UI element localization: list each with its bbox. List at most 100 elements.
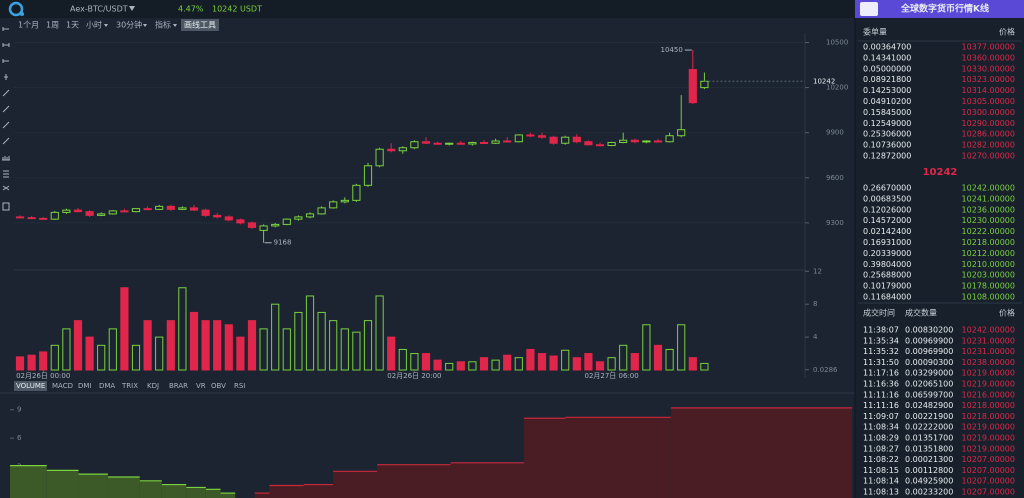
tool-channel[interactable]: [3, 170, 9, 178]
candle-body: [445, 142, 454, 145]
candle-body: [387, 148, 396, 152]
tool-segment[interactable]: [2, 43, 10, 47]
volume-bar: [375, 295, 384, 371]
candle-body: [421, 141, 431, 144]
banner[interactable]: [855, 0, 1024, 18]
bid-price: 10222.00000: [962, 227, 1015, 236]
indicator-tab[interactable]: DMI: [78, 382, 92, 390]
period-month[interactable]: 1个月: [18, 21, 39, 30]
candle-body: [178, 207, 187, 210]
bid-amount: 0.39804000: [863, 260, 911, 269]
bid-amount: 0.11684000: [863, 293, 911, 302]
logo[interactable]: [8, 1, 24, 17]
drawing-tools-label[interactable]: 画线工具: [184, 20, 216, 30]
volume-bar: [595, 361, 605, 371]
last-price: 10242 USDT: [212, 5, 262, 14]
candle-body: [398, 147, 407, 152]
candle-body: [108, 210, 117, 215]
depth-step: [139, 480, 162, 498]
tool-pitchfork[interactable]: [2, 185, 10, 191]
trade-price: 10238.00000: [962, 358, 1015, 367]
trade-time: 11:16:36: [863, 380, 899, 389]
indicator-tab[interactable]: VOLUME: [16, 382, 45, 390]
book-price-header: 价格: [999, 27, 1015, 37]
candle-body: [514, 134, 523, 143]
tool-hline[interactable]: [2, 27, 9, 31]
candle-body: [479, 141, 489, 144]
tool-extended[interactable]: [2, 137, 10, 145]
menu-minute[interactable]: 30分钟: [116, 20, 142, 30]
indicator-tab[interactable]: TRIX: [121, 382, 138, 390]
trade-amount: 0.00233200: [905, 488, 953, 497]
tool-ray-line[interactable]: [2, 105, 10, 113]
banner-logo: [860, 2, 878, 16]
ask-amount: 0.12549000: [863, 119, 911, 128]
banner-text[interactable]: 全球数字货币行情K线: [900, 3, 989, 15]
candle-body: [155, 205, 164, 210]
indicator-tab[interactable]: RSI: [234, 382, 245, 390]
indicator-tab[interactable]: VR: [196, 382, 206, 390]
bid-amount: 0.10179000: [863, 282, 911, 291]
volume-bar: [514, 357, 523, 371]
volume-bar: [677, 324, 686, 371]
bid-price: 10212.00000: [962, 249, 1015, 258]
candle-body: [201, 209, 210, 216]
candle-body: [294, 216, 303, 220]
candle-body: [561, 136, 570, 144]
candle-body: [700, 80, 709, 89]
volume-bar: [688, 357, 697, 371]
candle-body: [340, 199, 349, 203]
candle-body: [491, 140, 500, 144]
bid-amount: 0.26670000: [863, 184, 911, 193]
period-day[interactable]: 1天: [66, 21, 79, 30]
tool-fib[interactable]: [2, 156, 10, 161]
trade-amount: 0.01351800: [905, 444, 953, 453]
volume-bar: [155, 336, 164, 371]
indicator-tab[interactable]: KDJ: [147, 382, 159, 390]
pair-dropdown-icon[interactable]: [129, 6, 135, 11]
tool-trend[interactable]: [2, 89, 10, 97]
trade-time: 11:09:07: [863, 412, 899, 421]
volume-bar: [62, 328, 71, 371]
ask-price: 10282.00000: [962, 141, 1015, 150]
volume-bar: [561, 349, 570, 371]
ask-amount: 0.12872000: [863, 152, 911, 161]
ask-price: 10305.00000: [962, 97, 1015, 106]
tool-arrow[interactable]: [2, 121, 10, 129]
candle-body: [584, 141, 593, 146]
indicator-tab[interactable]: BRAR: [169, 382, 188, 390]
candle-body: [39, 217, 48, 220]
bid-price: 10241.00000: [962, 194, 1015, 203]
bid-price: 10210.00000: [962, 260, 1015, 269]
drawing-tools-button[interactable]: [181, 19, 219, 31]
candle-body: [50, 211, 59, 220]
volume-bar: [27, 354, 36, 371]
x-tick-label: 02月26日 20:00: [387, 372, 441, 380]
candle-body: [166, 205, 175, 210]
trade-time: 11:08:22: [863, 455, 899, 464]
bid-price: 10242.00000: [962, 184, 1015, 193]
indicator-tab[interactable]: OBV: [211, 382, 226, 390]
trade-price: 10231.00000: [962, 347, 1015, 356]
menu-hour[interactable]: 小时: [86, 20, 102, 30]
tool-vline[interactable]: [4, 74, 8, 80]
x-tick-label: 02月26日 00:00: [16, 372, 70, 380]
volume-bar: [201, 320, 210, 371]
indicator-tab[interactable]: MACD: [52, 382, 73, 390]
bid-price: 10203.00000: [962, 271, 1015, 280]
x-tick-label: 02月27日 06:00: [584, 372, 638, 380]
pair-name[interactable]: Aex-BTC/USDT: [70, 5, 128, 14]
tool-ray[interactable]: [2, 59, 9, 63]
candle-body: [352, 184, 361, 201]
candle-body: [526, 134, 535, 137]
tool-delete[interactable]: [2, 202, 10, 211]
menu-indicator[interactable]: 指标: [155, 20, 171, 30]
volume-bar: [433, 359, 442, 371]
period-week[interactable]: 1周: [46, 21, 59, 30]
indicator-tab[interactable]: DMA: [99, 382, 115, 390]
y-tick-label: 9: [17, 406, 21, 414]
trade-time: 11:11:16: [863, 390, 899, 399]
volume-bar: [642, 324, 651, 371]
